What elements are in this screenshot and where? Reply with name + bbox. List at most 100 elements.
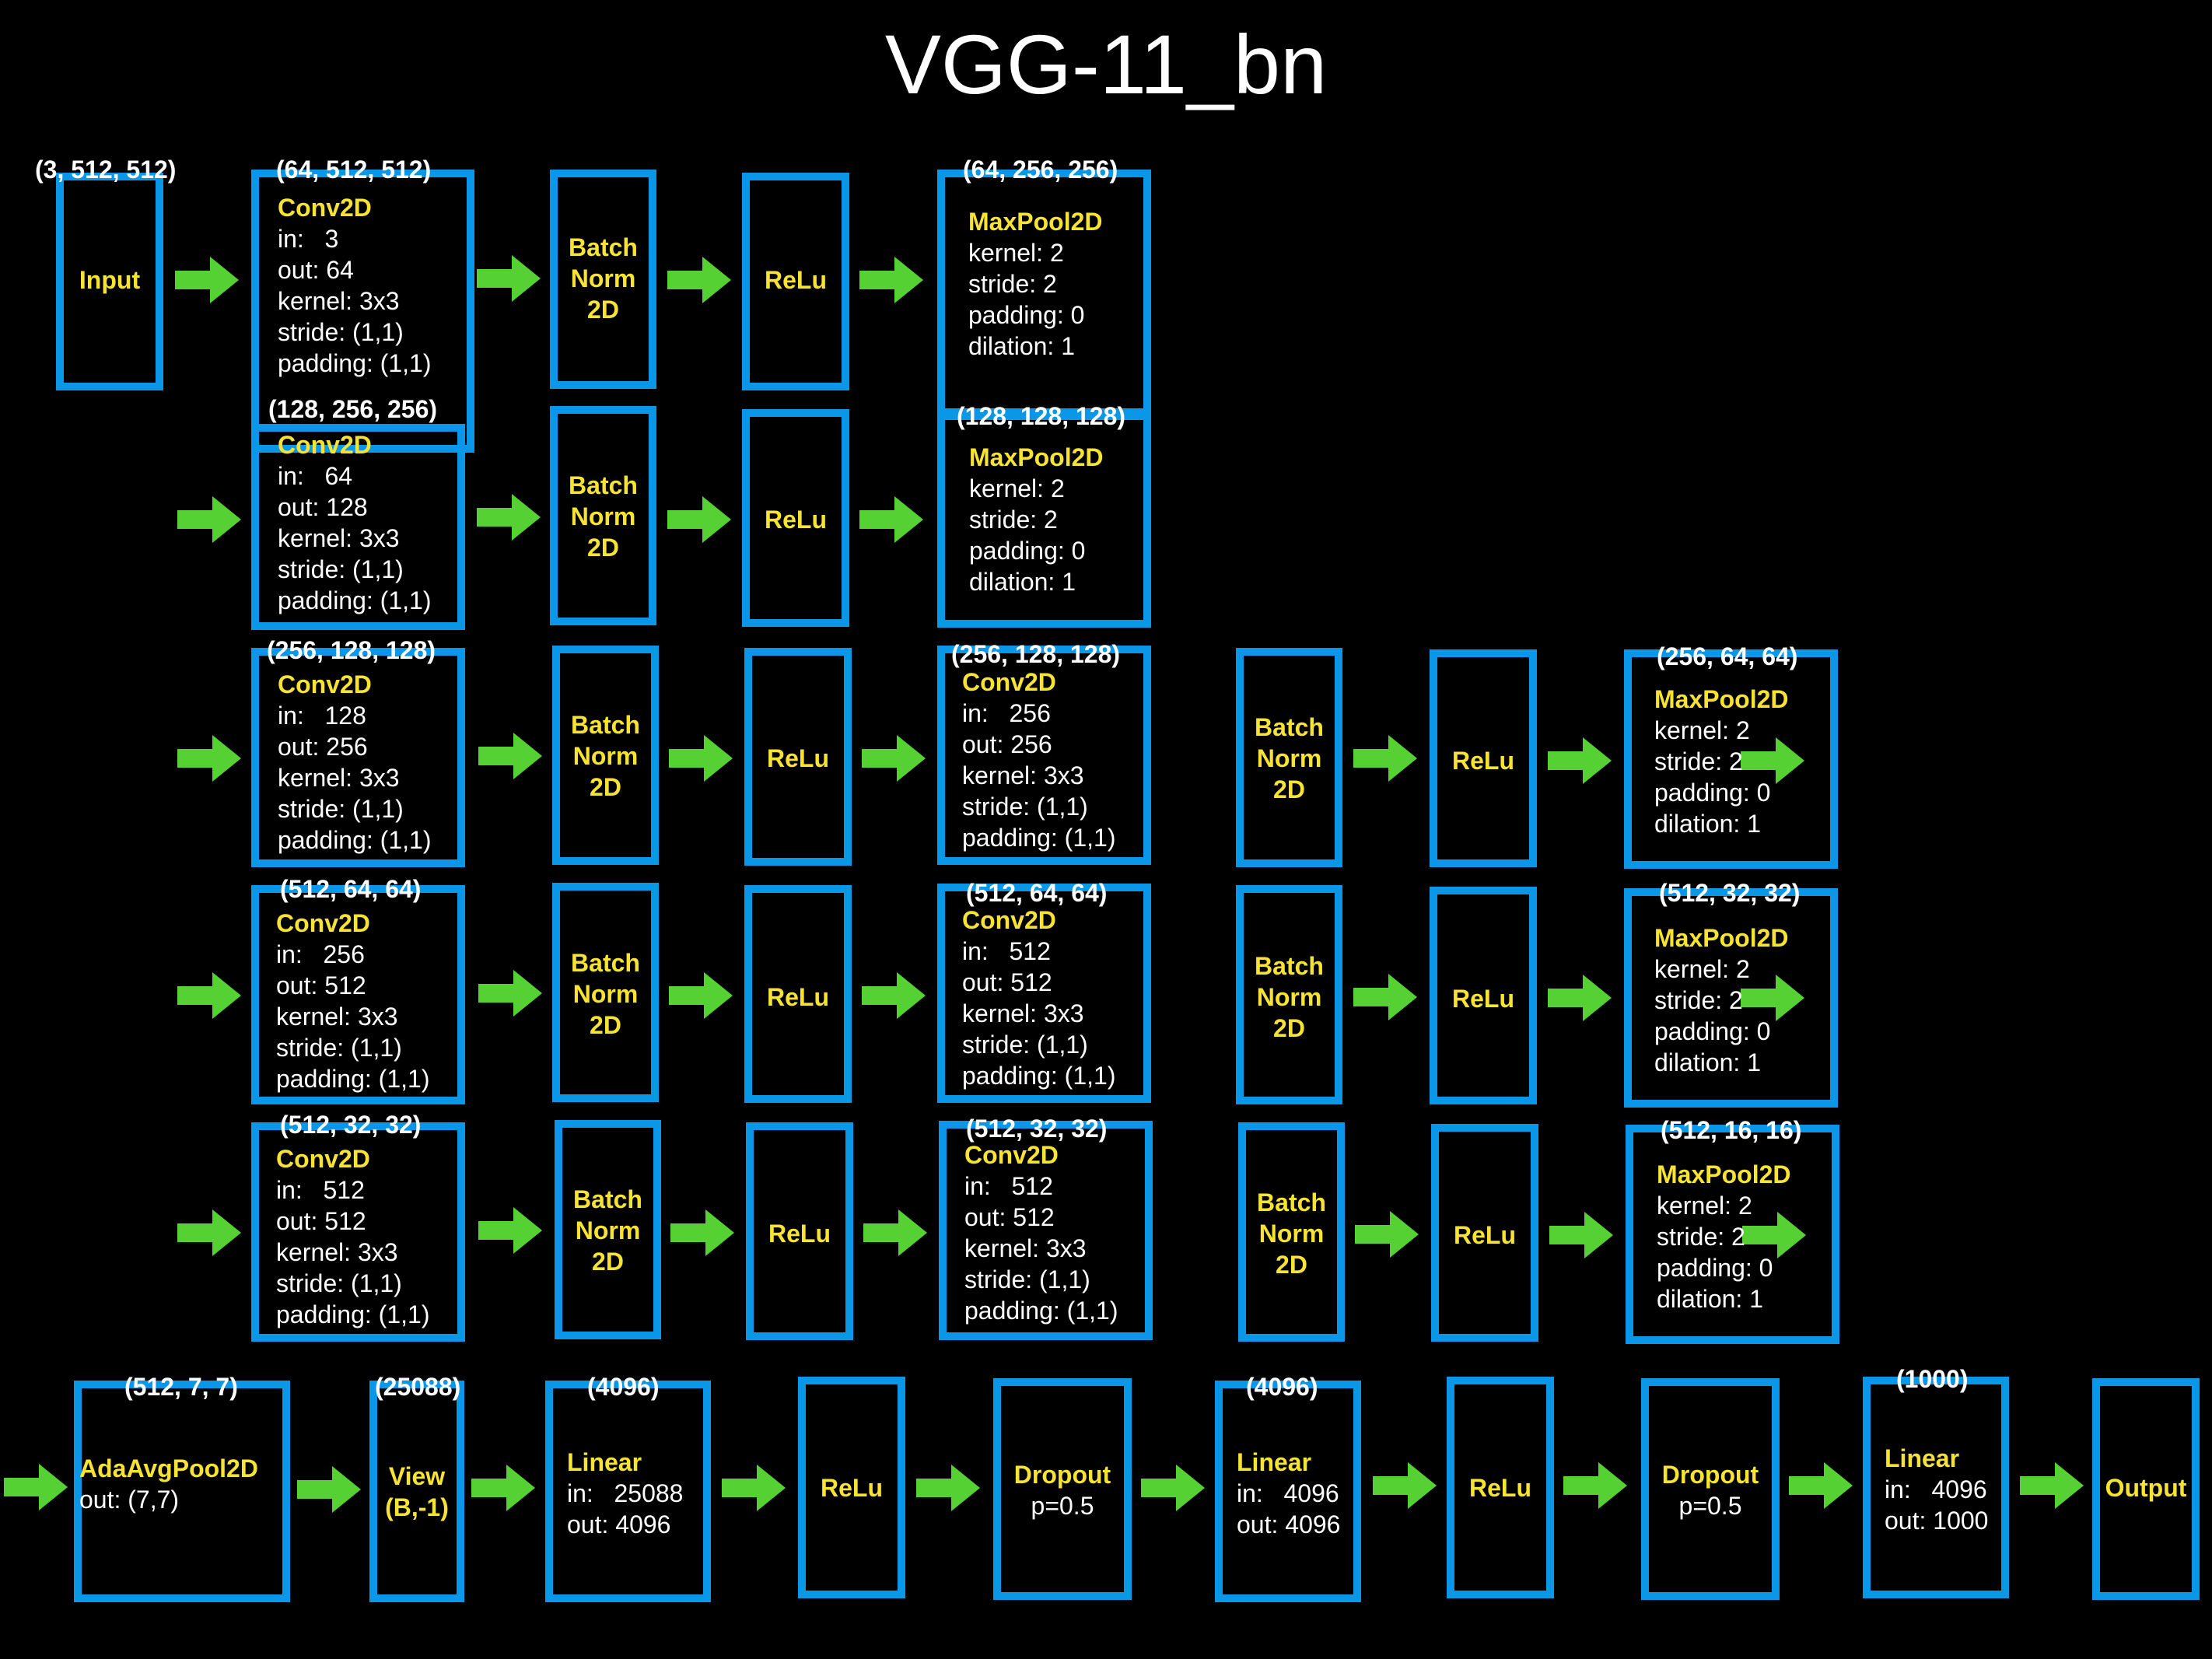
linear-name: Linear: [567, 1448, 642, 1476]
conv-params: in: 3 out: 64 kernel: 3x3 stride: (1,1) …: [278, 225, 432, 377]
arrow-right-icon: [478, 970, 542, 1017]
relu-label: ReLu: [768, 1220, 831, 1248]
maxpool-box: [937, 170, 1151, 420]
arrow-right-icon: [669, 972, 733, 1019]
adaavgpool-name: AdaAvgPool2D: [79, 1454, 258, 1482]
conv-name: Conv2D: [278, 194, 372, 222]
arrow-right-icon: [4, 1464, 68, 1510]
batchnorm-box: [550, 406, 656, 625]
arrow-right-icon: [1141, 1465, 1205, 1511]
diagram-title: VGG-11_bn: [884, 17, 1328, 111]
arrow-right-icon: [1789, 1462, 1853, 1509]
dropout-name: Dropout: [1661, 1461, 1759, 1489]
maxpool-box: [1624, 888, 1838, 1108]
conv-params: in: 512 out: 512 kernel: 3x3 stride: (1,…: [276, 1176, 430, 1328]
shape-label: (512, 32, 32): [966, 1115, 1108, 1143]
arrow-right-icon: [669, 735, 733, 782]
input-box: [56, 173, 163, 390]
view-box: [369, 1381, 464, 1602]
arrow-right-icon: [1355, 1211, 1419, 1258]
shape-label: (128, 128, 128): [957, 402, 1126, 430]
arrow-right-icon: [862, 972, 926, 1019]
conv-params: in: 128 out: 256 kernel: 3x3 stride: (1,…: [278, 702, 432, 854]
linear-params: in: 25088 out: 4096: [567, 1479, 684, 1538]
arrow-right-icon: [1549, 1212, 1613, 1258]
shape-label: (64, 512, 512): [276, 156, 432, 184]
maxpool-name: MaxPool2D: [1654, 685, 1789, 713]
dropout-name: Dropout: [1013, 1461, 1111, 1489]
batchnorm-box: [555, 1120, 661, 1339]
relu-box: [746, 1122, 853, 1340]
shape-label: (256, 128, 128): [951, 640, 1121, 668]
relu-box: [744, 885, 852, 1103]
relu-box: [742, 409, 849, 627]
conv-box: [251, 885, 465, 1104]
relu-label: ReLu: [821, 1474, 883, 1502]
conv-box: [251, 170, 474, 453]
shape-label: (512, 32, 32): [1659, 879, 1801, 907]
arrow-right-icon: [177, 1209, 241, 1256]
arrow-right-icon: [477, 255, 541, 302]
linear-params: in: 4096 out: 4096: [1237, 1479, 1341, 1538]
arrow-right-icon: [478, 1207, 542, 1254]
batchnorm-label: Batch Norm 2D: [571, 949, 640, 1039]
conv-name: Conv2D: [278, 670, 372, 698]
conv-box: [937, 884, 1151, 1103]
shape-label: (512, 64, 64): [966, 879, 1108, 907]
dropout-params: p=0.5: [1678, 1492, 1742, 1520]
output-label: Output: [2105, 1474, 2187, 1502]
dropout-params: p=0.5: [1031, 1492, 1094, 1520]
conv-name: Conv2D: [962, 906, 1056, 934]
shape-label: (512, 16, 16): [1661, 1116, 1802, 1144]
maxpool-name: MaxPool2D: [968, 208, 1103, 236]
shape-label: (4096): [1246, 1373, 1318, 1401]
maxpool-box: [1624, 649, 1838, 869]
arrow-right-icon: [1373, 1462, 1437, 1509]
relu-label: ReLu: [1454, 1221, 1516, 1249]
relu-box: [798, 1377, 905, 1598]
conv-params: in: 64 out: 128 kernel: 3x3 stride: (1,1…: [278, 462, 432, 614]
arrow-right-icon: [175, 257, 239, 303]
arrow-right-icon: [670, 1209, 734, 1256]
relu-label: ReLu: [1469, 1474, 1531, 1502]
arrow-right-icon: [1548, 737, 1612, 784]
shape-label: (4096): [587, 1373, 660, 1401]
batchnorm-label: Batch Norm 2D: [1257, 1188, 1326, 1279]
maxpool-name: MaxPool2D: [1654, 924, 1789, 952]
conv-name: Conv2D: [964, 1141, 1059, 1169]
batchnorm-box: [550, 170, 656, 389]
relu-box: [1431, 1124, 1538, 1342]
maxpool-name: MaxPool2D: [1657, 1160, 1791, 1188]
arrow-right-icon: [477, 494, 541, 541]
batchnorm-box: [552, 883, 659, 1102]
shape-label: (25088): [375, 1373, 461, 1401]
relu-label: ReLu: [765, 506, 827, 534]
maxpool-box: [937, 408, 1151, 628]
output-box: [2092, 1378, 2200, 1600]
relu-box: [1430, 887, 1537, 1104]
arrow-right-icon: [667, 257, 731, 303]
arrow-right-icon: [863, 1209, 927, 1256]
arrow-right-icon: [1353, 735, 1417, 782]
batchnorm-label: Batch Norm 2D: [1255, 713, 1324, 803]
arrow-right-icon: [1563, 1462, 1627, 1509]
shape-label: (128, 256, 256): [268, 395, 438, 423]
relu-box: [742, 173, 849, 390]
conv-name: Conv2D: [276, 1145, 370, 1173]
arrow-right-icon: [1742, 1212, 1806, 1258]
relu-label: ReLu: [767, 744, 829, 772]
shape-label: (1000): [1896, 1365, 1969, 1393]
arrow-right-icon: [1741, 975, 1804, 1021]
batchnorm-label: Batch Norm 2D: [569, 233, 638, 324]
arrow-right-icon: [1353, 974, 1417, 1020]
conv-params: in: 256 out: 256 kernel: 3x3 stride: (1,…: [962, 699, 1116, 852]
input-label: Input: [79, 266, 141, 294]
linear-params: in: 4096 out: 1000: [1885, 1475, 1989, 1535]
arrow-right-icon: [177, 496, 241, 543]
conv-box: [251, 1122, 465, 1342]
arrow-right-icon: [667, 496, 731, 543]
maxpool-params: kernel: 2 stride: 2 padding: 0 dilation:…: [969, 474, 1086, 596]
adaavgpool-params: out: (7,7): [79, 1486, 180, 1514]
batchnorm-box: [1236, 648, 1342, 867]
linear-name: Linear: [1885, 1444, 1960, 1472]
